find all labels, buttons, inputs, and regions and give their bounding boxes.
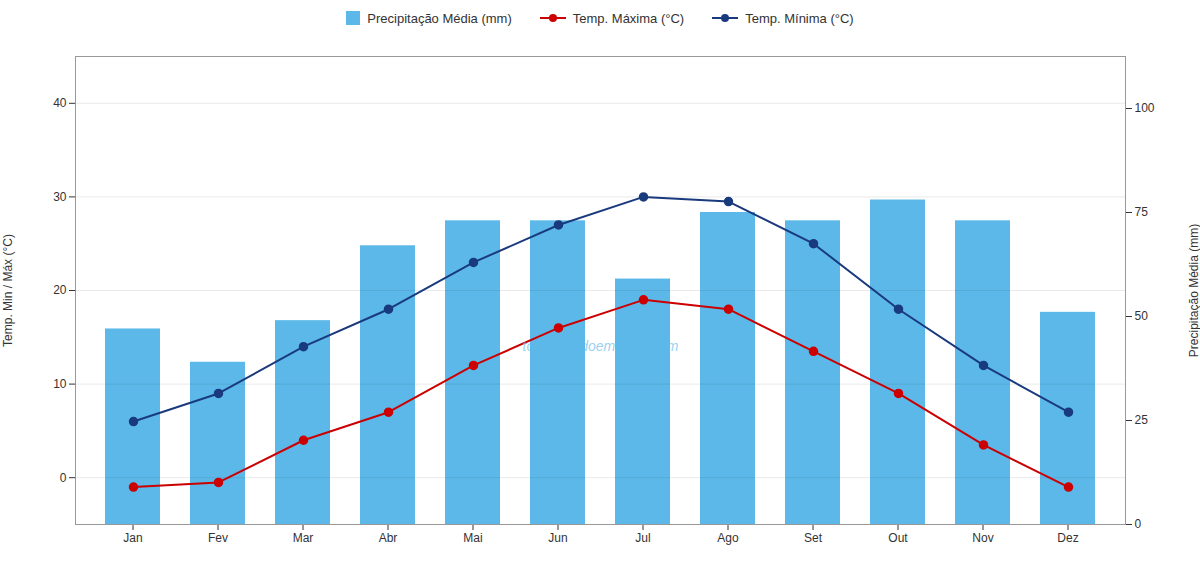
svg-text:Temp. Min / Máx (°C): Temp. Min / Máx (°C) — [1, 234, 15, 347]
html-text:Precipitação Média (mm): Precipitação Média (mm) — [367, 10, 512, 26]
svg-text:100: 100 — [1135, 101, 1155, 115]
svg-text:Jul: Jul — [635, 531, 650, 545]
svg-text:Ago: Ago — [717, 531, 739, 545]
svg-text:0: 0 — [1135, 517, 1142, 531]
svg-text:Abr: Abr — [379, 531, 398, 545]
svg-text:0: 0 — [60, 471, 67, 485]
svg-text:20: 20 — [53, 283, 67, 297]
html-text:Temp. Mínima (°C): Temp. Mínima (°C) — [745, 10, 854, 26]
svg-text:topensandoemviajar.com: topensandoemviajar.com — [523, 338, 679, 354]
svg-text:Nov: Nov — [972, 531, 993, 545]
svg-text:30: 30 — [53, 190, 67, 204]
svg-text:10: 10 — [53, 377, 67, 391]
svg-text:Dez: Dez — [1057, 531, 1078, 545]
svg-text:Jan: Jan — [123, 531, 142, 545]
html-text:Temp. Máxima (°C): Temp. Máxima (°C) — [572, 10, 685, 26]
svg-text:25: 25 — [1135, 413, 1149, 427]
svg-text:Mai: Mai — [463, 531, 482, 545]
svg-text:Precipitação Média (mm): Precipitação Média (mm) — [1187, 224, 1200, 357]
svg-text:75: 75 — [1135, 205, 1149, 219]
svg-text:Mar: Mar — [293, 531, 314, 545]
svg-text:40: 40 — [53, 96, 67, 110]
svg-text:Fev: Fev — [208, 531, 228, 545]
svg-text:50: 50 — [1135, 309, 1149, 323]
svg-text:Jun: Jun — [548, 531, 567, 545]
svg-text:Out: Out — [888, 531, 908, 545]
svg-text:Set: Set — [804, 531, 823, 545]
